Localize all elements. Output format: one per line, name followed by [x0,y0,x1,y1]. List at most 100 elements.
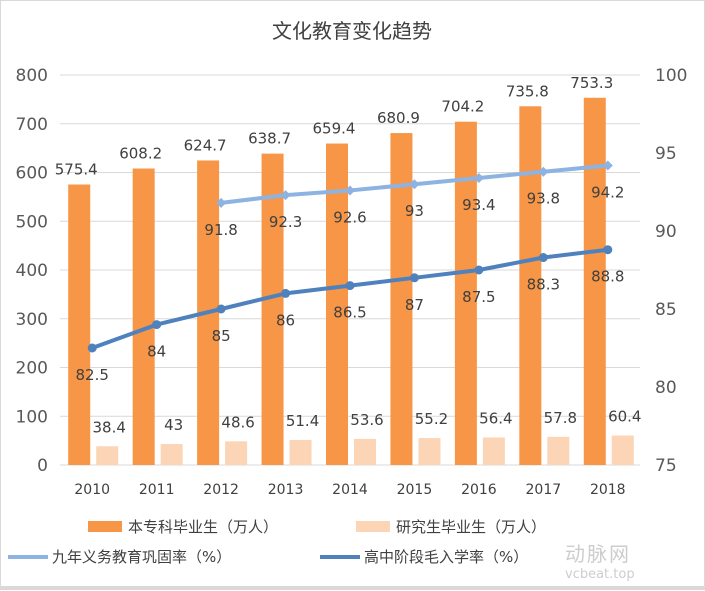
data-label-undergrad: 680.9 [377,109,420,127]
data-label-undergrad: 608.2 [119,145,162,163]
bar-undergrad [454,121,477,465]
data-label-compulsory: 94.2 [591,183,624,201]
data-label-highschool: 85 [212,327,231,345]
watermark-site: vcbeat.top [565,567,635,582]
marker-highschool [474,265,484,275]
data-label-compulsory: 91.8 [204,221,237,239]
data-label-highschool: 88.8 [591,268,624,286]
legend-label: 本专科毕业生（万人） [128,518,279,536]
marker-compulsory [216,197,227,208]
data-label-undergrad: 735.8 [506,82,549,100]
legend-label: 高中阶段毛入学率（%） [364,548,529,566]
x-axis-tick: 2014 [332,482,368,498]
data-label-undergrad: 624.7 [184,136,227,154]
marker-highschool [409,273,419,283]
data-label-highschool: 87 [405,296,424,314]
data-label-graduate: 57.8 [544,409,577,427]
left-axis-tick: 300 [16,310,48,330]
data-label-graduate: 55.2 [415,410,448,428]
right-axis-tick: 80 [655,378,677,398]
right-axis-tick: 90 [655,222,677,242]
x-axis-tick: 2011 [139,482,175,498]
marker-compulsory [538,166,549,177]
left-axis-tick: 500 [16,212,48,232]
data-label-undergrad: 704.2 [441,98,484,116]
x-axis-tick: 2012 [203,482,239,498]
bar-undergrad [261,153,284,466]
bar-undergrad [519,106,542,466]
data-label-highschool: 87.5 [462,288,495,306]
data-label-graduate: 48.6 [221,413,254,431]
x-axis-tick: 2013 [268,482,304,498]
x-axis-tick: 2010 [74,482,110,498]
bar-graduate [418,438,441,465]
marker-compulsory [280,190,291,201]
legend-item-compulsory: 九年义务教育巩固率（%） [8,546,231,567]
bar-graduate [96,446,119,465]
marker-highschool [603,245,613,255]
data-label-highschool: 84 [147,343,166,361]
bar-graduate [354,438,376,465]
legend-line [8,554,48,559]
legend-item-highschool: 高中阶段毛入学率（%） [320,546,528,567]
bar-graduate [225,441,248,465]
data-label-compulsory: 93 [405,202,424,220]
legend-line [320,554,360,559]
bar-graduate [611,435,634,465]
legend-label: 研究生毕业生（万人） [396,518,547,536]
watermark-brand: 动脉网 [565,542,631,566]
legend-item-graduate: 研究生毕业生（万人） [356,516,546,537]
left-axis-tick: 800 [16,66,48,86]
bar-graduate [547,436,570,465]
x-axis-tick: 2016 [461,482,497,498]
right-axis-tick: 100 [655,66,687,86]
x-axis-tick: 2017 [526,482,562,498]
bar-undergrad [583,97,606,466]
chart-title: 文化教育变化趋势 [272,19,432,43]
legend-swatch [88,521,122,532]
data-label-undergrad: 753.3 [570,74,613,92]
data-label-highschool: 82.5 [76,366,109,384]
data-label-graduate: 56.4 [479,410,512,428]
bar-graduate [482,437,505,465]
data-label-compulsory: 93.4 [462,196,495,214]
data-label-graduate: 60.4 [608,408,641,426]
marker-highschool [345,281,355,291]
data-label-undergrad: 659.4 [313,120,356,138]
marker-highschool [152,320,162,330]
data-label-undergrad: 575.4 [55,160,98,178]
legend-swatch [356,521,390,532]
left-axis-tick: 400 [16,261,48,281]
legend-label: 九年义务教育巩固率（%） [52,548,232,566]
data-label-compulsory: 92.6 [333,208,366,226]
marker-compulsory [602,160,613,171]
data-label-highschool: 86 [276,311,295,329]
marker-compulsory [345,185,355,196]
data-label-graduate: 53.6 [350,411,383,429]
data-label-highschool: 86.5 [333,304,366,322]
data-label-compulsory: 92.3 [269,213,302,231]
watermark-logo: 动脉网 vcbeat.top [565,538,635,582]
left-axis-tick: 700 [16,115,48,135]
marker-highschool [538,253,548,263]
right-axis-tick: 75 [655,456,677,476]
x-axis-tick: 2018 [590,482,626,498]
marker-highschool [281,288,291,298]
left-axis-tick: 0 [37,456,48,476]
bar-undergrad [390,133,413,465]
left-axis-tick: 600 [16,164,48,184]
bar-graduate [160,444,183,465]
data-label-graduate: 43 [164,416,183,434]
data-label-graduate: 51.4 [286,412,319,430]
marker-highschool [216,304,226,314]
data-label-undergrad: 638.7 [248,130,291,148]
bar-graduate [289,439,312,465]
marker-compulsory [473,172,484,183]
bar-undergrad [132,168,155,465]
x-axis-tick: 2015 [397,482,433,498]
left-axis-tick: 100 [16,407,48,427]
data-label-compulsory: 93.8 [527,190,560,208]
left-axis-tick: 200 [16,359,48,379]
marker-compulsory [409,179,420,190]
